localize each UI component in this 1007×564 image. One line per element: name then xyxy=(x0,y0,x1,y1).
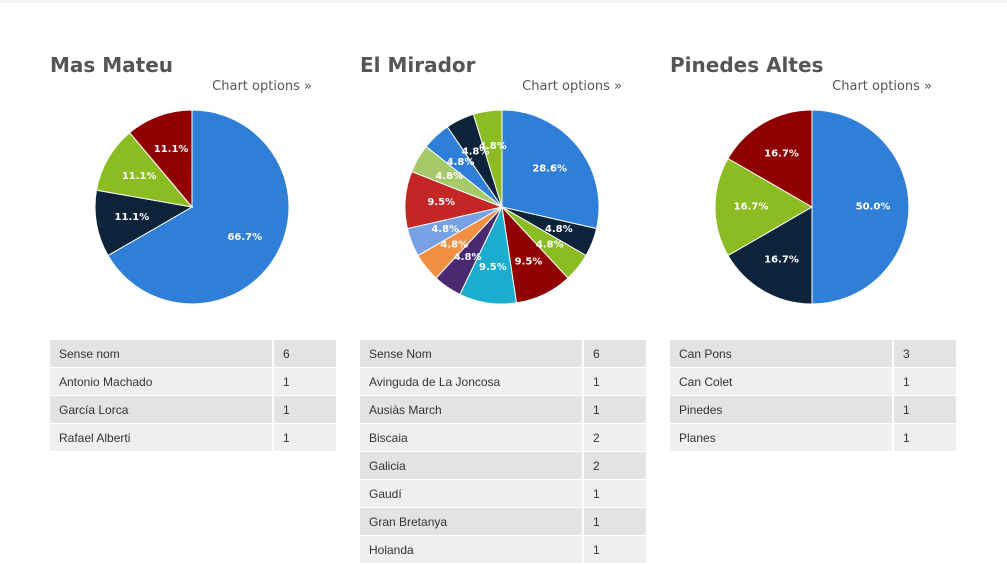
table-row: Sense nom 6 xyxy=(50,340,336,368)
table-row: Sense Nom 6 xyxy=(360,340,646,368)
table-row: Holanda 1 xyxy=(360,535,646,564)
street-name-cell: Gaudí xyxy=(360,479,583,508)
chart-options-link[interactable]: Chart options » xyxy=(832,79,932,94)
table-row: Antonio Machado 1 xyxy=(50,367,336,396)
slice-percent-label: 9.5% xyxy=(427,197,455,208)
pie-slice[interactable] xyxy=(95,131,194,208)
chart-title: El Mirador xyxy=(360,53,476,77)
street-name-cell: Rafael Alberti xyxy=(50,423,273,452)
pie-slice[interactable] xyxy=(94,189,194,257)
street-count-cell: 1 xyxy=(892,367,956,396)
street-name-cell: Can Pons xyxy=(670,340,893,368)
street-name-cell: Sense nom xyxy=(50,340,273,368)
street-count-cell: 6 xyxy=(272,340,336,368)
table-row: Can Colet 1 xyxy=(670,367,956,396)
street-count-table: Sense Nom 6 Avinguda de La Joncosa 1 Ausiàs … xyxy=(360,340,646,564)
slice-percent-label: 28.6% xyxy=(532,164,567,175)
slice-percent-label: 4.8% xyxy=(435,171,463,182)
pie-slice[interactable] xyxy=(714,157,813,257)
pie-slice[interactable] xyxy=(811,109,910,305)
street-count-cell: 1 xyxy=(272,423,336,452)
table-row: García Lorca 1 xyxy=(50,395,336,424)
chart-panel-pinedes-altes: Pinedes Altes Chart options » 50.0% 16.7%… xyxy=(670,50,956,452)
street-count-cell: 1 xyxy=(582,535,646,564)
chart-options-link[interactable]: Chart options » xyxy=(522,79,622,94)
pie-slice[interactable] xyxy=(727,109,813,208)
street-name-cell: Galicia xyxy=(360,451,583,480)
slice-percent-label: 16.7% xyxy=(764,149,799,160)
slice-percent-label: 4.8% xyxy=(545,224,573,235)
street-count-cell: 6 xyxy=(582,340,646,368)
slice-percent-label: 4.8% xyxy=(454,252,482,263)
table-row: Avinguda de La Joncosa 1 xyxy=(360,367,646,396)
slice-percent-label: 50.0% xyxy=(856,202,891,213)
pie-chart: 66.7% 11.1% 11.1% 11.1% xyxy=(94,109,290,305)
street-count-cell: 1 xyxy=(892,395,956,424)
street-name-cell: Gran Bretanya xyxy=(360,507,583,536)
chart-title: Pinedes Altes xyxy=(670,53,824,77)
slice-percent-label: 11.1% xyxy=(122,171,157,182)
street-name-cell: Antonio Machado xyxy=(50,367,273,396)
chart-title: Mas Mateu xyxy=(50,53,174,77)
street-name-cell: Planes xyxy=(670,423,893,452)
street-count-cell: 2 xyxy=(582,451,646,480)
slice-percent-label: 9.5% xyxy=(515,257,543,268)
slice-percent-label: 11.1% xyxy=(115,212,150,223)
table-row: Gran Bretanya 1 xyxy=(360,507,646,536)
chart-panel-mas-mateu: Mas Mateu Chart options » 66.7% 11.1% 11.1… xyxy=(50,50,336,452)
pie-slice[interactable] xyxy=(472,109,503,208)
table-row: Gaudí 1 xyxy=(360,479,646,508)
street-name-cell: Avinguda de La Joncosa xyxy=(360,367,583,396)
street-count-cell: 1 xyxy=(272,395,336,424)
pie-slice[interactable] xyxy=(501,109,600,230)
slice-percent-label: 4.8% xyxy=(479,141,507,152)
pie-slice[interactable] xyxy=(727,206,813,305)
table-row: Rafael Alberti 1 xyxy=(50,423,336,452)
slice-percent-label: 4.8% xyxy=(447,157,475,168)
street-count-cell: 1 xyxy=(582,507,646,536)
slice-percent-label: 4.8% xyxy=(536,240,564,251)
street-count-cell: 1 xyxy=(582,395,646,424)
table-row: Galicia 2 xyxy=(360,451,646,480)
street-name-cell: García Lorca xyxy=(50,395,273,424)
slice-percent-label: 16.7% xyxy=(764,254,799,265)
pie-slice[interactable] xyxy=(107,109,290,305)
slice-percent-label: 4.8% xyxy=(440,240,468,251)
table-row: Biscaia 2 xyxy=(360,423,646,452)
street-name-cell: Ausiàs March xyxy=(360,395,583,424)
chart-options-link[interactable]: Chart options » xyxy=(212,79,312,94)
pie-chart: 50.0% 16.7% 16.7% 16.7% xyxy=(714,109,910,305)
table-row: Pinedes 1 xyxy=(670,395,956,424)
street-count-cell: 1 xyxy=(582,367,646,396)
street-name-cell: Biscaia xyxy=(360,423,583,452)
street-count-table: Sense nom 6 Antonio Machado 1 García Lorca 1 R… xyxy=(50,340,336,452)
slice-percent-label: 4.8% xyxy=(462,147,490,158)
table-row: Can Pons 3 xyxy=(670,340,956,368)
street-count-cell: 1 xyxy=(892,423,956,452)
street-count-cell: 2 xyxy=(582,423,646,452)
street-name-cell: Sense Nom xyxy=(360,340,583,368)
top-border xyxy=(0,0,1007,3)
street-name-cell: Pinedes xyxy=(670,395,893,424)
street-count-cell: 1 xyxy=(272,367,336,396)
slice-percent-label: 11.1% xyxy=(154,144,189,155)
pie-slice[interactable] xyxy=(128,109,193,209)
pie-chart: 28.6%4.8%4.8%9.5%9.5%4.8%4.8%4.8%9.5%4.8… xyxy=(404,109,600,305)
street-count-cell: 3 xyxy=(892,340,956,368)
slice-percent-label: 66.7% xyxy=(227,232,262,243)
chart-panel-el-mirador: El Mirador Chart options » 28.6% 4.8% 4.8%… xyxy=(360,50,646,564)
slice-percent-label: 9.5% xyxy=(479,262,507,273)
table-row: Ausiàs March 1 xyxy=(360,395,646,424)
street-name-cell: Holanda xyxy=(360,535,583,564)
slice-percent-label: 4.8% xyxy=(431,224,459,235)
slice-percent-label: 16.7% xyxy=(734,202,769,213)
street-count-cell: 1 xyxy=(582,479,646,508)
table-row: Planes 1 xyxy=(670,423,956,452)
street-count-table: Can Pons 3 Can Colet 1 Pinedes 1 Planes 1 xyxy=(670,340,956,452)
street-name-cell: Can Colet xyxy=(670,367,893,396)
